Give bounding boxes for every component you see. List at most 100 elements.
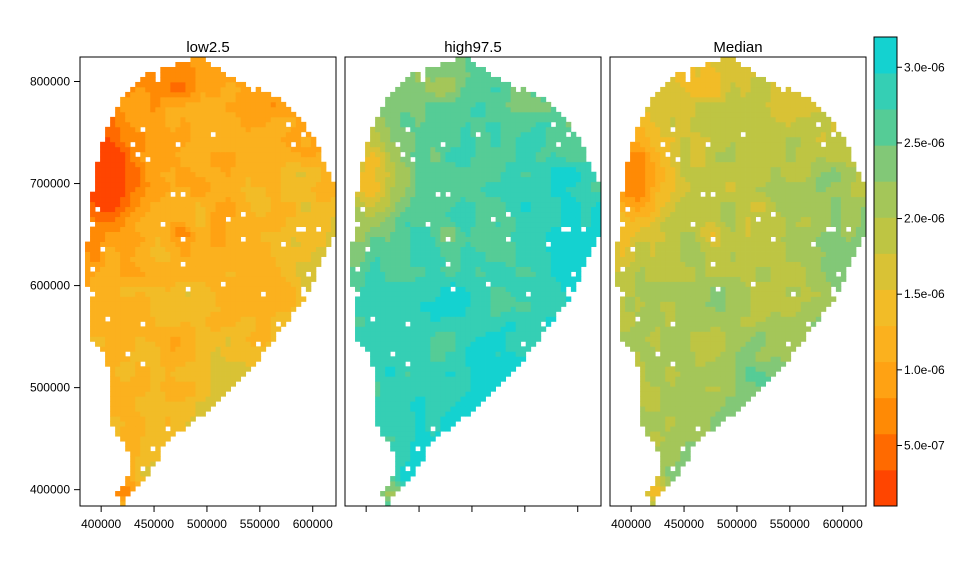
raster-cell [521, 167, 526, 172]
raster-cell [180, 92, 185, 97]
raster-cell [236, 182, 241, 187]
raster-cell [266, 316, 271, 321]
raster-cell [460, 242, 465, 247]
raster-cell [506, 192, 511, 197]
raster-cell [140, 112, 145, 117]
raster-cell [355, 242, 360, 247]
raster-cell [125, 217, 130, 222]
raster-cell [190, 411, 195, 416]
raster-cell [241, 92, 246, 97]
raster-cell [561, 222, 566, 227]
raster-cell [526, 187, 531, 192]
raster-cell [470, 301, 475, 306]
raster-cell [236, 217, 241, 222]
raster-cell [476, 192, 481, 197]
raster-cell [420, 391, 425, 396]
raster-cell [271, 262, 276, 267]
raster-cell [205, 386, 210, 391]
raster-cell [170, 72, 175, 77]
raster-cell [536, 177, 541, 182]
raster-cell [311, 277, 316, 282]
raster-cell [170, 421, 175, 426]
raster-cell [455, 361, 460, 366]
raster-cell [291, 152, 296, 157]
raster-cell [231, 157, 236, 162]
raster-cell [150, 451, 155, 456]
raster-cell [195, 122, 200, 127]
raster-cell [425, 426, 430, 431]
raster-cell [556, 157, 561, 162]
raster-cell [460, 162, 465, 167]
raster-cell [271, 331, 276, 336]
raster-cell [140, 391, 145, 396]
raster-cell [410, 441, 415, 446]
raster-cell [460, 371, 465, 376]
raster-cell [415, 252, 420, 257]
raster-cell [216, 262, 221, 267]
raster-cell [365, 197, 370, 202]
raster-cell [281, 321, 286, 326]
raster-cell [395, 252, 400, 257]
raster-cell [145, 222, 150, 227]
raster-cell [155, 301, 160, 306]
raster-cell [130, 242, 135, 247]
raster-cell [205, 361, 210, 366]
raster-cell [261, 257, 266, 262]
raster-cell [135, 202, 140, 207]
raster-cell [501, 286, 506, 291]
raster-cell [125, 421, 130, 426]
raster-cell [170, 396, 175, 401]
raster-cell [195, 356, 200, 361]
raster-cell [190, 321, 195, 326]
raster-cell [140, 282, 145, 287]
raster-cell [150, 127, 155, 132]
raster-cell [286, 286, 291, 291]
raster-cell [205, 82, 210, 87]
raster-cell [190, 262, 195, 267]
raster-cell [476, 237, 481, 242]
raster-cell [256, 351, 261, 356]
raster-cell [130, 336, 135, 341]
raster-cell [410, 341, 415, 346]
raster-cell [440, 371, 445, 376]
raster-cell [211, 267, 216, 272]
raster-cell [511, 331, 516, 336]
raster-cell [326, 217, 331, 222]
raster-cell [160, 217, 165, 222]
raster-cell [400, 237, 405, 242]
raster-cell [276, 306, 281, 311]
raster-cell [150, 147, 155, 152]
raster-cell [435, 411, 440, 416]
raster-cell [440, 177, 445, 182]
raster-cell [241, 87, 246, 92]
raster-cell [385, 187, 390, 192]
raster-cell [286, 232, 291, 237]
raster-cell [460, 277, 465, 282]
raster-cell [380, 401, 385, 406]
raster-cell [450, 406, 455, 411]
raster-cell [160, 97, 165, 102]
raster-cell [246, 227, 251, 232]
raster-cell [380, 277, 385, 282]
raster-cell [110, 272, 115, 277]
raster-cell [440, 207, 445, 212]
raster-cell [231, 147, 236, 152]
raster-cell [291, 167, 296, 172]
raster-cell [190, 167, 195, 172]
raster-cell [261, 197, 266, 202]
raster-cell [180, 187, 185, 192]
raster-cell [226, 147, 231, 152]
raster-cell [291, 282, 296, 287]
raster-cell [211, 252, 216, 257]
raster-cell [481, 162, 486, 167]
raster-cell [455, 416, 460, 421]
raster-cell [360, 177, 365, 182]
raster-cell [390, 316, 395, 321]
raster-cell [541, 277, 546, 282]
raster-cell [501, 346, 506, 351]
raster-cell [440, 247, 445, 252]
raster-cell [145, 227, 150, 232]
raster-cell [200, 391, 205, 396]
raster-cell [556, 207, 561, 212]
raster-cell [125, 286, 130, 291]
